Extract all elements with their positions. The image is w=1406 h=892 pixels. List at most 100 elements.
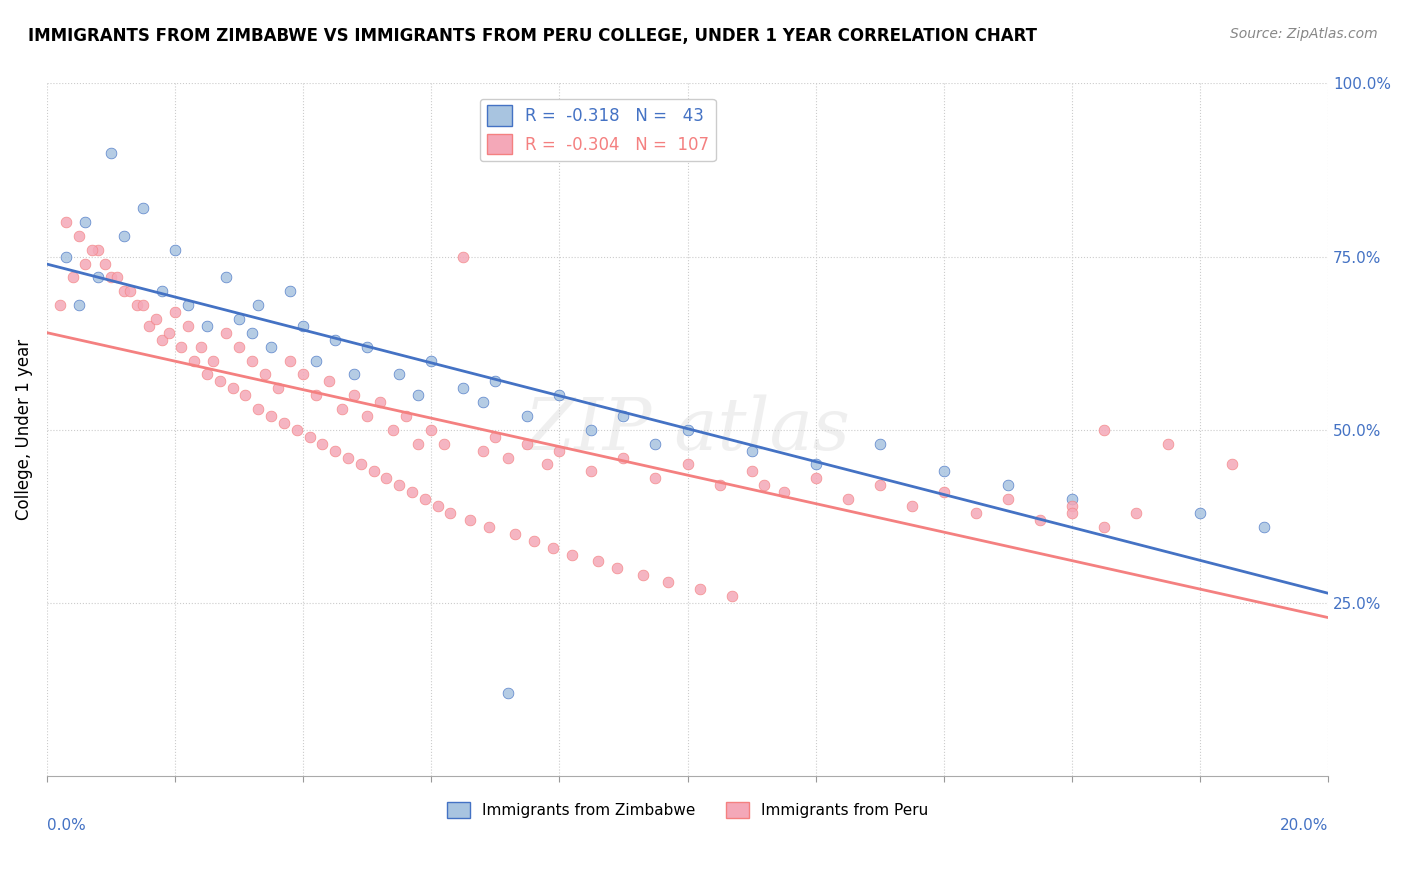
Point xyxy=(336,450,359,465)
Point xyxy=(484,430,506,444)
Point xyxy=(228,340,250,354)
Text: ZIP atlas: ZIP atlas xyxy=(524,394,851,465)
Point xyxy=(453,250,475,264)
Point xyxy=(381,423,404,437)
Point xyxy=(709,478,731,492)
Point xyxy=(900,499,922,513)
Point xyxy=(62,270,84,285)
Point xyxy=(100,270,122,285)
Point xyxy=(433,436,456,450)
Point xyxy=(1188,506,1211,520)
Point xyxy=(516,409,538,423)
Point xyxy=(163,243,186,257)
Point xyxy=(240,353,263,368)
Point xyxy=(388,478,411,492)
Point xyxy=(163,305,186,319)
Point xyxy=(478,520,501,534)
Point xyxy=(285,423,308,437)
Point xyxy=(343,368,366,382)
Point xyxy=(458,513,481,527)
Point xyxy=(75,256,97,270)
Point xyxy=(132,298,155,312)
Point xyxy=(965,506,987,520)
Point xyxy=(426,499,449,513)
Point xyxy=(754,478,776,492)
Point xyxy=(247,298,270,312)
Point xyxy=(676,423,699,437)
Point xyxy=(997,492,1019,507)
Point xyxy=(368,395,391,409)
Point xyxy=(228,312,250,326)
Point xyxy=(676,458,699,472)
Point xyxy=(804,458,827,472)
Text: 20.0%: 20.0% xyxy=(1279,818,1329,833)
Point xyxy=(305,353,328,368)
Point xyxy=(581,423,603,437)
Point xyxy=(215,326,238,340)
Point xyxy=(1092,520,1115,534)
Point xyxy=(125,298,148,312)
Point xyxy=(55,250,77,264)
Point xyxy=(195,318,218,333)
Point xyxy=(292,318,315,333)
Point xyxy=(138,318,160,333)
Point xyxy=(932,464,955,478)
Point xyxy=(356,340,378,354)
Point xyxy=(112,285,135,299)
Point xyxy=(170,340,193,354)
Point xyxy=(804,471,827,485)
Point xyxy=(93,256,115,270)
Point xyxy=(536,458,558,472)
Point xyxy=(408,436,430,450)
Point xyxy=(1157,436,1180,450)
Point xyxy=(318,374,340,388)
Point xyxy=(721,589,744,603)
Point xyxy=(55,215,77,229)
Point xyxy=(298,430,321,444)
Point xyxy=(253,368,276,382)
Text: 0.0%: 0.0% xyxy=(46,818,86,833)
Point xyxy=(208,374,231,388)
Point xyxy=(221,381,243,395)
Point xyxy=(87,270,110,285)
Point xyxy=(323,443,346,458)
Point xyxy=(523,533,546,548)
Point xyxy=(401,485,423,500)
Point xyxy=(496,686,519,700)
Point xyxy=(932,485,955,500)
Point xyxy=(145,312,167,326)
Point xyxy=(235,388,257,402)
Point xyxy=(869,436,891,450)
Point xyxy=(471,395,494,409)
Point xyxy=(100,145,122,160)
Point xyxy=(323,333,346,347)
Point xyxy=(453,381,475,395)
Point xyxy=(606,561,628,575)
Point xyxy=(350,458,373,472)
Point xyxy=(997,478,1019,492)
Point xyxy=(408,388,430,402)
Text: IMMIGRANTS FROM ZIMBABWE VS IMMIGRANTS FROM PERU COLLEGE, UNDER 1 YEAR CORRELATI: IMMIGRANTS FROM ZIMBABWE VS IMMIGRANTS F… xyxy=(28,27,1038,45)
Point xyxy=(869,478,891,492)
Point xyxy=(741,464,763,478)
Point xyxy=(215,270,238,285)
Point xyxy=(741,443,763,458)
Point xyxy=(1125,506,1147,520)
Point xyxy=(631,568,654,582)
Point xyxy=(586,554,609,568)
Point xyxy=(278,353,301,368)
Point xyxy=(112,228,135,243)
Point xyxy=(363,464,385,478)
Point xyxy=(420,353,443,368)
Point xyxy=(132,201,155,215)
Point xyxy=(105,270,128,285)
Point xyxy=(1060,506,1083,520)
Point xyxy=(612,409,634,423)
Point xyxy=(87,243,110,257)
Point xyxy=(561,548,583,562)
Point xyxy=(183,353,205,368)
Point xyxy=(548,443,571,458)
Point xyxy=(292,368,315,382)
Legend: Immigrants from Zimbabwe, Immigrants from Peru: Immigrants from Zimbabwe, Immigrants fro… xyxy=(440,796,935,824)
Point xyxy=(48,298,70,312)
